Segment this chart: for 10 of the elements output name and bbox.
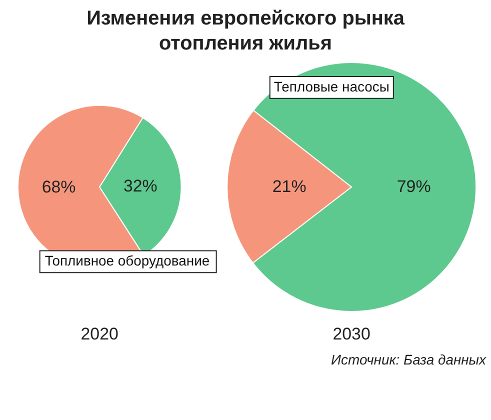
text: 2030 [332,324,370,344]
data-label: 32% [123,176,158,196]
text: 2020 [80,324,118,344]
slice-label: Тепловые насосы [274,78,390,94]
data-label: 21% [272,176,306,196]
chart-title: Изменения европейского рынка отопления жилья [86,8,406,55]
slice-label: Топливное оборудование [44,252,210,269]
text: Источник: База данных [331,351,488,368]
data-label: 68% [42,177,76,196]
data-label: 79% [396,177,431,196]
